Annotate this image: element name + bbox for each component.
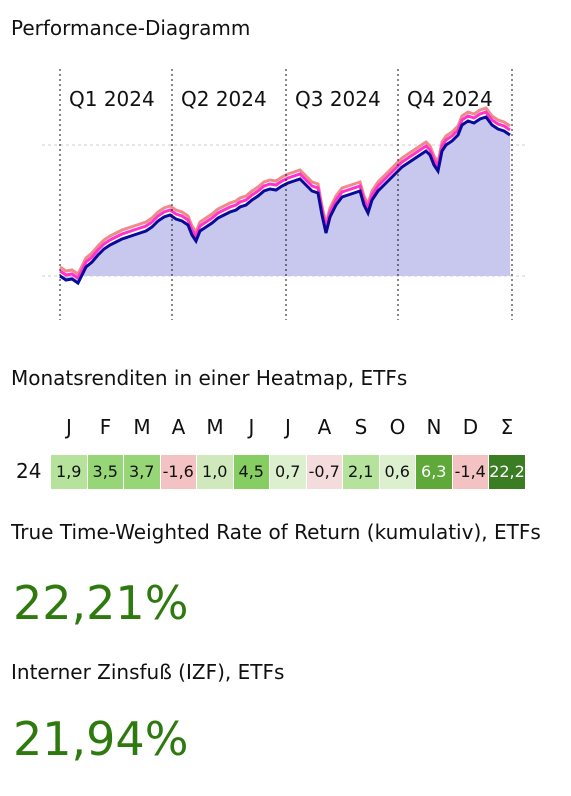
- heatmap-month-label: S: [354, 415, 368, 439]
- quarter-label-q4: Q4 2024: [407, 87, 493, 111]
- heatmap-cell[interactable]: 1,0: [197, 455, 234, 489]
- irr-value: 21,94%: [13, 712, 189, 766]
- heatmap-month-label: J: [285, 415, 291, 439]
- heatmap-month-label: N: [426, 415, 442, 439]
- heatmap-cell[interactable]: 1,9: [51, 455, 88, 489]
- heatmap-cell[interactable]: 0,6: [379, 455, 416, 489]
- heatmap-cell[interactable]: -0,7: [306, 455, 343, 489]
- irr-title: Interner Zinsfuß (IZF), ETFs: [11, 660, 285, 684]
- heatmap-title: Monatsrenditen in einer Heatmap, ETFs: [11, 366, 408, 390]
- heatmap-month-label: A: [171, 415, 186, 439]
- heatmap-month-label: D: [462, 415, 479, 439]
- quarter-label-q2: Q2 2024: [181, 87, 267, 111]
- performance-chart[interactable]: Q1 2024 Q2 2024 Q3 2024 Q4 2024: [0, 55, 571, 325]
- heatmap-cell[interactable]: -1,6: [160, 455, 197, 489]
- heatmap-cell[interactable]: 2,1: [343, 455, 380, 489]
- ttwror-value: 22,21%: [13, 576, 189, 630]
- heatmap-month-label: A: [317, 415, 332, 439]
- heatmap-month-label: M: [206, 415, 224, 439]
- heatmap-month-label: M: [133, 415, 151, 439]
- portfolio-line: [59, 115, 511, 286]
- heatmap-month-label: F: [99, 415, 112, 439]
- heatmap-year-label: 24: [16, 459, 42, 483]
- quarter-label-q3: Q3 2024: [295, 87, 381, 111]
- heatmap-cell[interactable]: 3,7: [124, 455, 161, 489]
- heatmap-cell[interactable]: 4,5: [233, 455, 270, 489]
- heatmap-month-label: Σ: [500, 415, 514, 439]
- benchmark-b-line: [59, 106, 511, 277]
- heatmap-month-label: J: [66, 415, 72, 439]
- heatmap-month-label: O: [389, 415, 406, 439]
- heatmap-cell[interactable]: 22,2: [489, 455, 526, 489]
- performance-chart-title: Performance-Diagramm: [11, 16, 251, 40]
- ttwror-title: True Time-Weighted Rate of Return (kumul…: [11, 520, 541, 544]
- performance-area: [60, 117, 510, 283]
- heatmap-month-label: J: [248, 415, 255, 439]
- heatmap-cell[interactable]: -1,4: [452, 455, 489, 489]
- benchmark-a-line: [59, 110, 511, 281]
- heatmap-cell[interactable]: 0,7: [270, 455, 307, 489]
- heatmap-cell[interactable]: 3,5: [87, 455, 124, 489]
- heatmap-cell[interactable]: 6,3: [416, 455, 453, 489]
- quarter-label-q1: Q1 2024: [69, 87, 155, 111]
